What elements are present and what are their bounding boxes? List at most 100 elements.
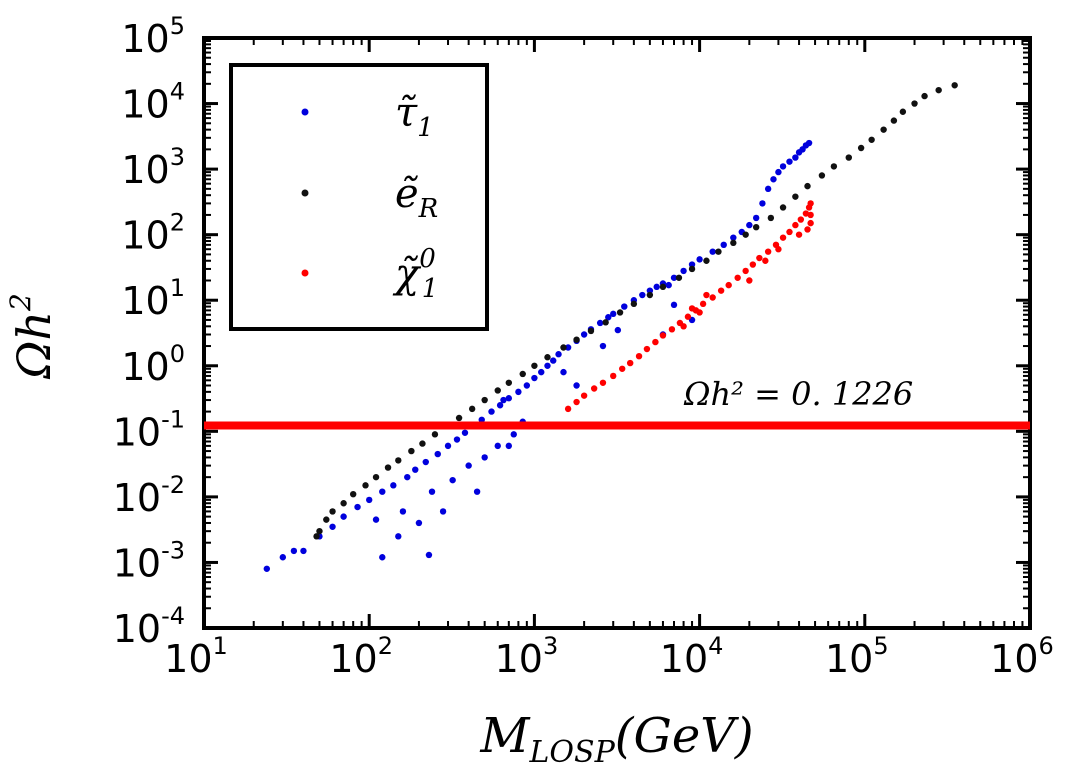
data-point xyxy=(921,92,928,100)
data-point xyxy=(478,416,485,423)
data-point xyxy=(560,368,567,376)
legend-items: τ̃1 ẽR χ̃0 1 xyxy=(301,90,438,304)
x-axis-title-tail: (GeV) xyxy=(615,708,754,764)
y-axis-title-main: Ωh xyxy=(7,311,61,380)
data-point xyxy=(795,231,803,238)
series-3 xyxy=(564,200,814,413)
data-point xyxy=(439,508,447,515)
data-point xyxy=(473,488,481,495)
y-axis-title: Ωh2 xyxy=(4,293,61,380)
data-point xyxy=(329,508,336,515)
data-point xyxy=(496,402,504,409)
data-point xyxy=(749,261,757,268)
legend-label: τ̃1 xyxy=(395,90,434,143)
x-axis-title: MLOSP(GeV) xyxy=(479,708,753,770)
data-point xyxy=(564,405,572,413)
legend-marker xyxy=(301,108,309,116)
data-point xyxy=(444,442,452,450)
data-point xyxy=(703,291,710,299)
data-point xyxy=(340,500,347,507)
data-point xyxy=(635,352,643,360)
tick-labels: 101 102 103 104 105 106 10-4 10-3 10-2 10-1 100 101… xyxy=(113,12,1054,681)
x-tick-label: 105 xyxy=(825,632,889,681)
data-point xyxy=(630,300,638,308)
data-point xyxy=(670,274,678,281)
data-point xyxy=(619,365,626,372)
y-tick-label: 101 xyxy=(121,274,185,323)
data-point xyxy=(786,228,793,236)
data-point xyxy=(390,482,397,489)
data-point xyxy=(531,374,538,382)
data-point xyxy=(764,185,772,193)
data-point xyxy=(468,405,476,413)
series-2 xyxy=(313,82,958,540)
data-point xyxy=(614,326,622,334)
data-point xyxy=(366,496,373,504)
data-point xyxy=(779,234,787,241)
data-point xyxy=(599,379,607,386)
legend: τ̃1 ẽR χ̃0 1 xyxy=(229,63,489,331)
data-point xyxy=(807,219,814,227)
data-points xyxy=(263,82,958,572)
data-point xyxy=(715,248,722,255)
data-point xyxy=(626,359,634,367)
data-point xyxy=(670,301,678,309)
y-tick-label: 10-3 xyxy=(113,536,185,585)
data-point xyxy=(395,533,402,540)
y-tick-label: 10-4 xyxy=(113,602,185,651)
data-point xyxy=(300,547,307,555)
data-point xyxy=(646,287,654,294)
x-tick-label: 102 xyxy=(329,632,393,681)
data-point xyxy=(453,436,461,443)
data-point xyxy=(652,338,659,346)
data-point xyxy=(742,267,749,275)
data-point xyxy=(323,516,330,523)
data-point xyxy=(857,144,865,152)
data-point xyxy=(505,395,513,402)
data-point xyxy=(775,168,782,176)
data-point xyxy=(762,257,769,264)
plot-frame xyxy=(202,36,1032,630)
data-point xyxy=(580,331,588,338)
data-point xyxy=(560,344,567,351)
legend-marker xyxy=(301,269,309,277)
data-point xyxy=(384,464,392,471)
data-point xyxy=(659,283,667,291)
y-axis-title-sup: 2 xyxy=(4,293,37,312)
data-point xyxy=(680,323,687,330)
data-point xyxy=(746,221,753,229)
data-point xyxy=(696,309,703,316)
data-point xyxy=(720,241,727,249)
data-point xyxy=(523,382,531,389)
data-point xyxy=(531,362,538,369)
legend-box xyxy=(229,63,489,331)
data-point xyxy=(742,231,749,238)
data-point xyxy=(767,214,775,222)
data-point xyxy=(804,226,811,233)
data-point xyxy=(290,547,298,555)
data-point xyxy=(890,117,898,124)
data-point xyxy=(372,473,380,481)
data-point xyxy=(775,246,782,253)
data-point xyxy=(510,431,517,438)
data-point xyxy=(573,382,580,389)
data-point xyxy=(680,267,687,275)
data-point xyxy=(935,86,942,94)
data-point xyxy=(621,303,628,310)
data-point xyxy=(675,274,683,281)
data-point xyxy=(643,345,651,353)
data-point xyxy=(425,551,433,559)
data-point xyxy=(709,248,716,255)
data-point xyxy=(880,126,887,133)
data-point xyxy=(759,200,766,207)
data-point xyxy=(550,357,557,364)
data-point xyxy=(807,200,814,207)
data-point xyxy=(804,182,811,190)
y-tick-label: 102 xyxy=(121,209,185,258)
data-point xyxy=(415,519,423,527)
data-point xyxy=(555,351,562,358)
data-point xyxy=(792,221,799,229)
data-point xyxy=(911,100,918,107)
data-point xyxy=(461,429,469,436)
data-point xyxy=(412,466,419,473)
